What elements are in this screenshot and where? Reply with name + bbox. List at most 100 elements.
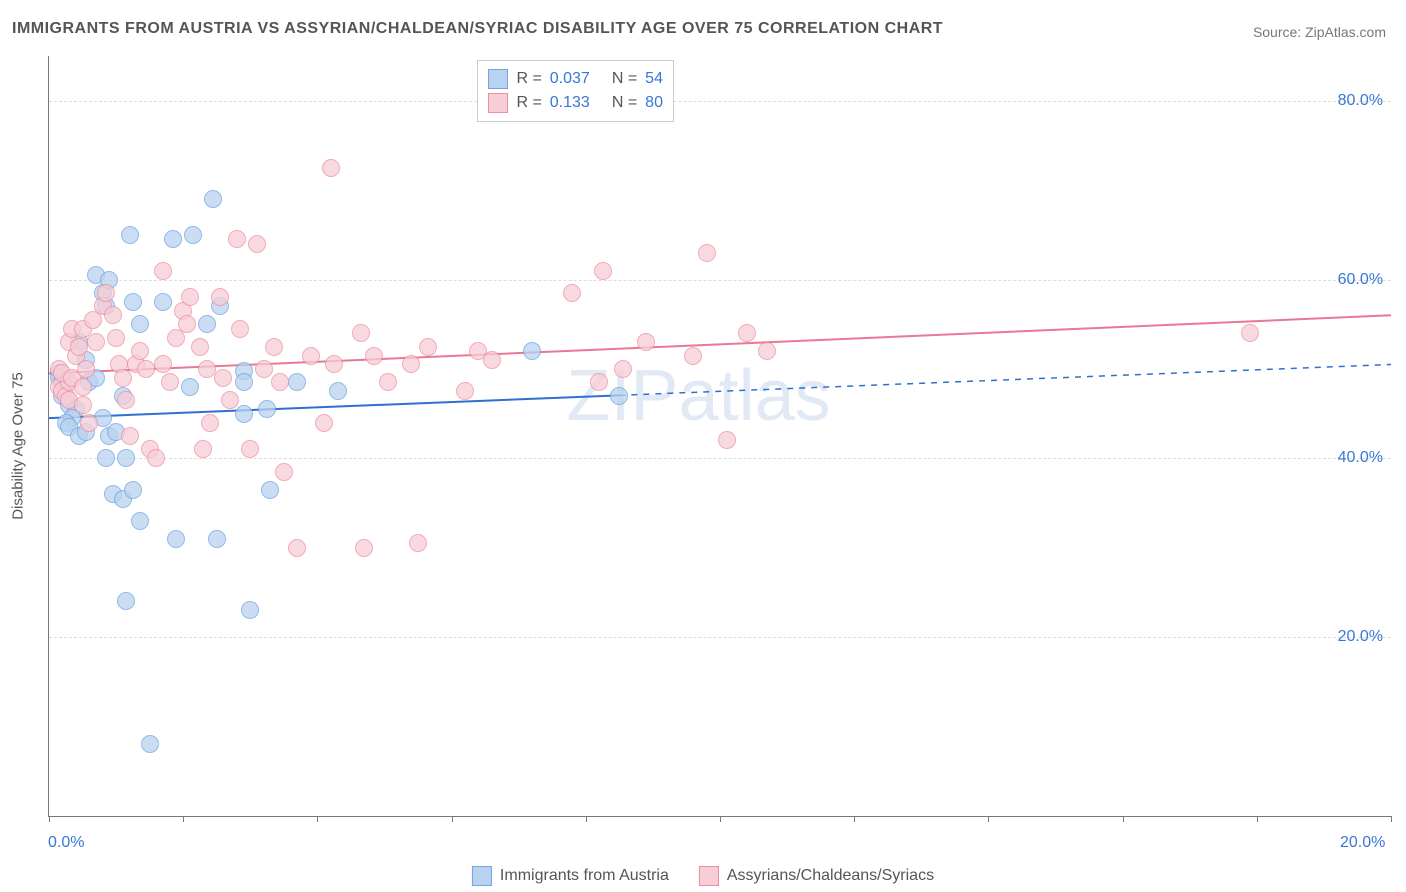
scatter-point [117,449,135,467]
x-tick [720,816,721,822]
scatter-point [594,262,612,280]
scatter-point [590,373,608,391]
stat-r-value: 0.133 [550,91,590,115]
x-tick [988,816,989,822]
scatter-point [419,338,437,356]
scatter-point [402,355,420,373]
scatter-point [131,512,149,530]
scatter-point [198,360,216,378]
scatter-point [255,360,273,378]
scatter-point [154,293,172,311]
x-tick [1257,816,1258,822]
scatter-point [322,159,340,177]
scatter-point [131,342,149,360]
scatter-point [352,324,370,342]
x-tick [452,816,453,822]
scatter-point [221,391,239,409]
scatter-point [208,530,226,548]
scatter-point [563,284,581,302]
scatter-point [154,355,172,373]
legend-label: Assyrians/Chaldeans/Syriacs [727,867,934,885]
scatter-point [241,601,259,619]
scatter-point [758,342,776,360]
correlation-row: R = 0.133 N = 80 [488,91,663,115]
x-tick [1391,816,1392,822]
scatter-point [77,360,95,378]
correlation-row: R = 0.037N = 54 [488,67,663,91]
scatter-point [204,190,222,208]
legend-swatch [699,866,719,886]
scatter-point [456,382,474,400]
scatter-point [261,481,279,499]
stat-r-value: 0.037 [550,67,590,91]
scatter-point [70,338,88,356]
scatter-point [141,735,159,753]
scatter-point [355,539,373,557]
scatter-point [121,226,139,244]
scatter-point [164,230,182,248]
stat-n-value: 80 [645,91,663,115]
x-tick-label-max: 20.0% [1340,834,1385,852]
legend-item: Immigrants from Austria [472,866,669,886]
scatter-point [718,431,736,449]
scatter-point [114,369,132,387]
scatter-point [271,373,289,391]
scatter-point [684,347,702,365]
scatter-point [211,288,229,306]
legend-swatch [472,866,492,886]
scatter-point [325,355,343,373]
scatter-point [74,378,92,396]
plot-area: ZIPatlas 20.0%40.0%60.0%80.0% [48,56,1391,817]
scatter-point [80,414,98,432]
x-tick [49,816,50,822]
scatter-point [637,333,655,351]
scatter-point [409,534,427,552]
stat-n-value: 54 [645,67,663,91]
scatter-point [483,351,501,369]
scatter-point [228,230,246,248]
x-tick [183,816,184,822]
x-tick [586,816,587,822]
scatter-point [121,427,139,445]
stat-r-label: R = [516,91,541,115]
scatter-point [97,284,115,302]
scatter-point [161,373,179,391]
scatter-point [124,293,142,311]
scatter-point [214,369,232,387]
scatter-point [124,481,142,499]
scatter-point [178,315,196,333]
scatter-point [379,373,397,391]
scatter-point [241,440,259,458]
x-tick [854,816,855,822]
scatter-point [184,226,202,244]
scatter-point [235,373,253,391]
scatter-point [117,391,135,409]
legend-swatch [488,93,508,113]
scatter-point [181,288,199,306]
scatter-point [147,449,165,467]
scatter-point [137,360,155,378]
scatter-point [201,414,219,432]
scatter-point [610,387,628,405]
scatter-point [167,530,185,548]
scatter-point [235,405,253,423]
scatter-point [698,244,716,262]
x-tick-label-min: 0.0% [48,834,84,852]
scatter-point [288,373,306,391]
scatter-point [104,306,122,324]
scatter-point [302,347,320,365]
scatter-point [265,338,283,356]
scatter-point [329,382,347,400]
scatter-point [131,315,149,333]
source-attribution: Source: ZipAtlas.com [1253,24,1386,40]
scatter-point [74,396,92,414]
legend-label: Immigrants from Austria [500,867,669,885]
scatter-point [1241,324,1259,342]
stat-n-label: N = [612,91,637,115]
scatter-point [248,235,266,253]
scatter-point [315,414,333,432]
y-axis-label: Disability Age Over 75 [10,372,27,520]
bottom-legend: Immigrants from Austria Assyrians/Chaldea… [472,866,934,886]
chart-title: IMMIGRANTS FROM AUSTRIA VS ASSYRIAN/CHAL… [12,20,943,38]
scatter-point [181,378,199,396]
